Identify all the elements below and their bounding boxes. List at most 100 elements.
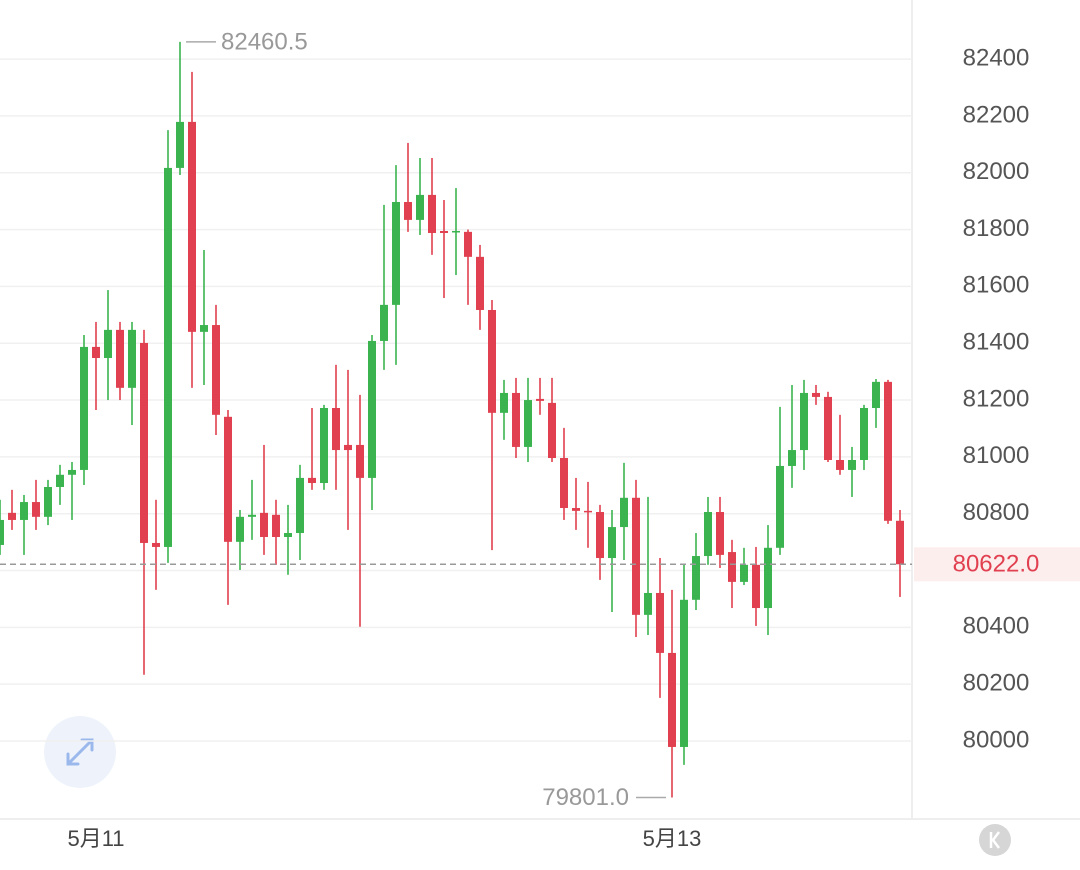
candle-body <box>212 325 220 415</box>
candle-body <box>176 121 184 168</box>
high-marker-label: 82460.5 <box>221 28 308 55</box>
y-tick-label: 82000 <box>963 158 1030 185</box>
candle-body <box>368 340 376 478</box>
y-tick-label: 80800 <box>963 499 1030 526</box>
candle-body <box>884 381 892 521</box>
candle-body <box>488 309 496 413</box>
y-tick-label: 81000 <box>963 442 1030 469</box>
candle-body <box>440 230 448 233</box>
candle-body <box>764 547 772 609</box>
candle-body <box>128 329 136 388</box>
candle-body <box>848 460 856 470</box>
candle-body <box>428 194 436 233</box>
candle-body <box>512 392 520 447</box>
kline-icon[interactable] <box>989 831 1000 849</box>
candle-body <box>152 542 160 547</box>
candle-body <box>896 520 904 565</box>
candle-body <box>584 510 592 513</box>
kline-button[interactable] <box>979 824 1011 856</box>
candle-body <box>656 592 664 653</box>
candle-body <box>164 167 172 547</box>
candle-body <box>572 508 580 511</box>
candle-body <box>356 444 364 478</box>
candle-body <box>20 502 28 520</box>
candle-body <box>404 202 412 220</box>
y-tick-label: 80200 <box>963 670 1030 697</box>
y-tick-label: 81200 <box>963 385 1030 412</box>
candle-body <box>560 458 568 509</box>
candle-body <box>644 592 652 615</box>
y-tick-label: 80000 <box>963 726 1030 753</box>
candle-body <box>836 460 844 470</box>
candle-body <box>104 329 112 358</box>
candle-body <box>596 511 604 559</box>
candle-body <box>548 402 556 459</box>
candle-body <box>32 502 40 517</box>
candle-body <box>776 465 784 548</box>
candle-body <box>452 230 460 233</box>
kline-button-bg[interactable] <box>979 824 1011 856</box>
candle-body <box>260 512 268 537</box>
candle-body <box>716 511 724 555</box>
candle-body <box>332 408 340 451</box>
candle-body <box>476 256 484 310</box>
candle-body <box>608 527 616 559</box>
x-tick-label: 5月13 <box>643 826 702 851</box>
candle-body <box>80 346 88 470</box>
candle-body <box>320 408 328 484</box>
candle-body <box>296 477 304 534</box>
candle-body <box>812 392 820 397</box>
low-marker-label: 79801.0 <box>542 784 629 811</box>
last-price-label: 80622.0 <box>953 551 1040 578</box>
candle-body <box>68 469 76 475</box>
candle-body <box>788 450 796 466</box>
candle-body <box>632 497 640 615</box>
candle-body <box>224 416 232 542</box>
candle-body <box>536 398 544 401</box>
candle-body <box>236 516 244 542</box>
candle-body <box>680 599 688 747</box>
candle-body <box>692 556 700 600</box>
candle-body <box>248 514 256 517</box>
candle-body <box>860 408 868 461</box>
candle-body <box>308 477 316 484</box>
candle-body <box>284 533 292 537</box>
y-tick-label: 82200 <box>963 101 1030 128</box>
x-tick-label: 5月11 <box>67 826 124 851</box>
candle-body <box>8 512 16 520</box>
candle-body <box>752 564 760 609</box>
candle-body <box>392 202 400 305</box>
candle-body <box>272 514 280 537</box>
candle-body <box>416 194 424 220</box>
candle-body <box>344 444 352 451</box>
candle-body <box>824 396 832 461</box>
y-tick-label: 81400 <box>963 329 1030 356</box>
y-tick-label: 82400 <box>963 44 1030 71</box>
candle-body <box>728 552 736 582</box>
candle-body <box>44 486 52 517</box>
candle-body <box>464 231 472 257</box>
y-tick-label: 81800 <box>963 215 1030 242</box>
candle-body <box>668 652 676 747</box>
candle-body <box>380 304 388 341</box>
candle-body <box>740 564 748 582</box>
candle-body <box>56 474 64 487</box>
candle-body <box>800 392 808 451</box>
candle-body <box>704 511 712 557</box>
candle-body <box>0 519 4 545</box>
y-tick-label: 81600 <box>963 272 1030 299</box>
last-price-box <box>914 547 1080 582</box>
candle-body <box>92 346 100 358</box>
candle-body <box>200 325 208 332</box>
expand-button[interactable] <box>44 716 116 788</box>
candle-body <box>620 497 628 528</box>
y-tick-label: 80400 <box>963 613 1030 640</box>
candle-body <box>500 392 508 413</box>
candle-body <box>524 400 532 447</box>
candle-body <box>188 121 196 332</box>
expand-icon[interactable] <box>66 738 94 766</box>
candle-body <box>116 329 124 388</box>
candle-body <box>872 381 880 409</box>
